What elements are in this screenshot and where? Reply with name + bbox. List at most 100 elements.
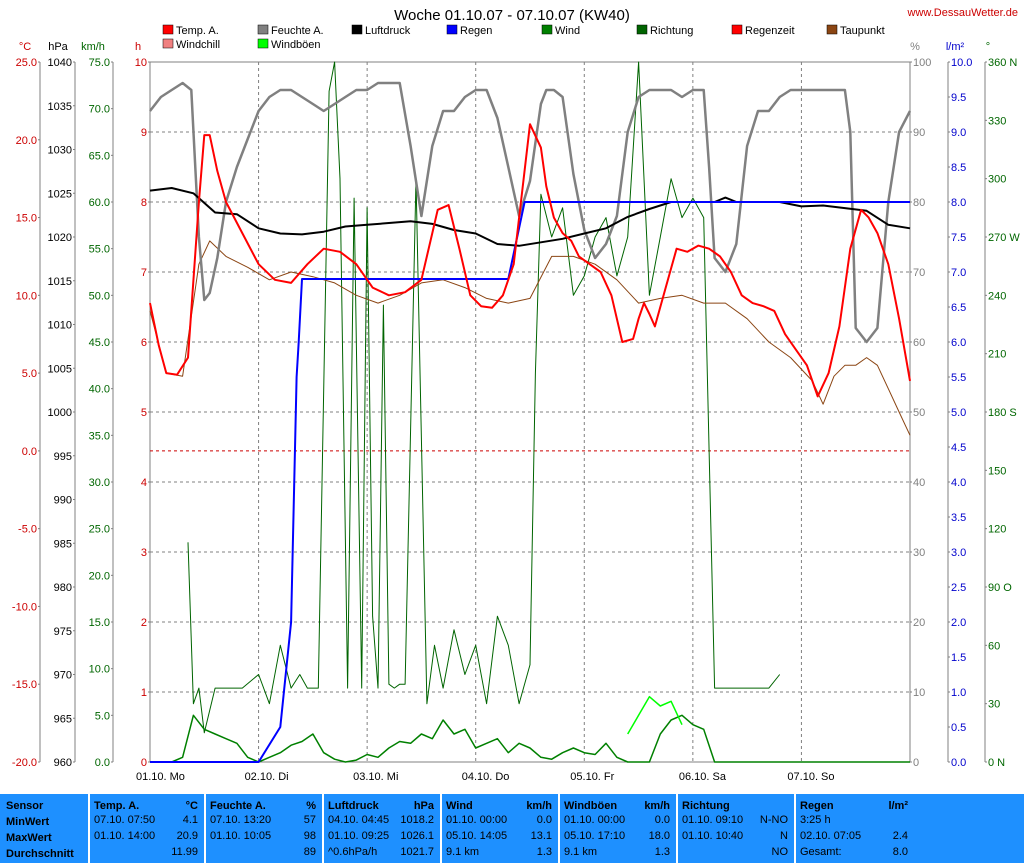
stats-cell-value: 57	[303, 814, 316, 826]
stats-cell-label: 01.10. 00:00	[446, 814, 508, 826]
direction-tick-label: 0 N	[988, 757, 1005, 769]
humidity-tick-label: 90	[913, 127, 925, 139]
stats-cell-value: 1.3	[654, 846, 670, 858]
wind-tick-label: 55.0	[89, 244, 110, 256]
stats-cell-label: 9.1 km	[564, 846, 598, 858]
temp-tick-label: 20.0	[16, 135, 37, 147]
direction-tick-label: 60	[988, 640, 1000, 652]
site-link[interactable]: www.DessauWetter.de	[907, 7, 1018, 19]
legend-label: Wind	[555, 25, 580, 37]
day-label: 04.10. Do	[462, 771, 510, 783]
stats-col: Temp. A. °C 07.10. 07:50 4.1 01.10. 14:00 20.…	[90, 794, 204, 863]
day-label: 06.10. Sa	[679, 771, 727, 783]
stats-cell-value: 0.0	[654, 814, 670, 826]
stats-col: Regen l/m² 3:25 h 02.10. 07:05 2.4 Gesamt: 8.0	[796, 794, 914, 863]
stats-col-title: Windböen	[564, 800, 618, 812]
rain-unit-label: l/m²	[946, 41, 965, 53]
temp-tick-label: 5.0	[22, 368, 37, 380]
stats-cell-label: 07.10. 13:20	[210, 814, 272, 826]
stats-cell-value: 20.9	[176, 830, 198, 842]
series-temp-a-line	[149, 123, 911, 398]
stats-cell-label: 01.10. 10:40	[682, 830, 744, 842]
pressure-tick-label: 1020	[48, 232, 72, 244]
pressure-tick-label: 965	[54, 713, 72, 725]
direction-tick-label: 30	[988, 699, 1000, 711]
rain-tick-label: 9.0	[951, 127, 966, 139]
series-wind-line	[150, 714, 910, 763]
hours-tick-label: 9	[141, 127, 147, 139]
legend-label: Temp. A.	[176, 25, 219, 37]
chart-canvas: Woche 01.10.07 - 07.10.07 (KW40) www.Des…	[12, 7, 1020, 783]
pressure-unit-label: hPa	[48, 41, 68, 53]
temp-tick-label: 10.0	[16, 290, 37, 302]
humidity-tick-label: 60	[913, 337, 925, 349]
stats-separator	[322, 794, 324, 863]
hours-tick-label: 1	[141, 687, 147, 699]
day-label: 03.10. Mi	[353, 771, 398, 783]
hours-unit-label: h	[135, 41, 141, 53]
rain-tick-label: 4.0	[951, 477, 966, 489]
wind-tick-label: 70.0	[89, 104, 110, 116]
stats-cell-label: 07.10. 07:50	[94, 814, 156, 826]
stats-cell-label: 9.1 km	[446, 846, 480, 858]
stats-col: Windböen km/h 01.10. 00:00 0.0 05.10. 17:10 1…	[560, 794, 676, 863]
stats-cell-value: 13.1	[530, 830, 552, 842]
legend-swatch	[826, 24, 838, 35]
pressure-tick-label: 985	[54, 538, 72, 550]
legend-label: Taupunkt	[840, 25, 885, 37]
hours-tick-label: 0	[141, 757, 147, 769]
wind-tick-label: 35.0	[89, 430, 110, 442]
temp-unit-label: °C	[19, 41, 31, 53]
direction-tick-label: 240	[988, 290, 1006, 302]
rain-tick-label: 2.5	[951, 582, 966, 594]
legend-label: Windböen	[271, 39, 321, 51]
stats-col-unit: %	[306, 800, 316, 812]
pressure-tick-label: 1000	[48, 407, 72, 419]
stats-col-unit: km/h	[644, 800, 670, 812]
pressure-tick-label: 975	[54, 626, 72, 638]
pressure-tick-label: 970	[54, 670, 72, 682]
wind-tick-label: 65.0	[89, 150, 110, 162]
stats-col-unit: l/m²	[888, 800, 908, 812]
humidity-tick-label: 100	[913, 57, 931, 69]
direction-tick-label: 330	[988, 115, 1006, 127]
rain-tick-label: 8.0	[951, 197, 966, 209]
stats-col-title: Feuchte A.	[210, 800, 266, 812]
humidity-tick-label: 40	[913, 477, 925, 489]
rain-tick-label: 3.5	[951, 512, 966, 524]
rain-tick-label: 3.0	[951, 547, 966, 559]
wind-tick-label: 25.0	[89, 524, 110, 536]
stats-cell-label: Gesamt:	[800, 846, 842, 858]
legend-swatch	[446, 24, 458, 35]
series-richtung-line	[187, 61, 781, 734]
pressure-tick-label: 1030	[48, 145, 72, 157]
rain-tick-label: 8.5	[951, 162, 966, 174]
series	[149, 61, 912, 763]
stats-cell-label: 01.10. 10:05	[210, 830, 272, 842]
stats-cell-value: 18.0	[648, 830, 670, 842]
humidity-tick-label: 10	[913, 687, 925, 699]
humidity-tick-label: 20	[913, 617, 925, 629]
stats-col-title: Wind	[446, 800, 473, 812]
humidity-unit-label: %	[910, 41, 920, 53]
hours-tick-label: 3	[141, 547, 147, 559]
legend-swatch	[257, 38, 269, 49]
rain-tick-label: 0.0	[951, 757, 966, 769]
hours-tick-label: 2	[141, 617, 147, 629]
direction-tick-label: 300	[988, 174, 1006, 186]
pressure-tick-label: 1015	[48, 276, 72, 288]
stats-col: Wind km/h 01.10. 00:00 0.0 05.10. 14:05 13.1 9…	[442, 794, 558, 863]
stats-cell-label: 02.10. 07:05	[800, 830, 862, 842]
stats-cell-value: 11.99	[171, 846, 198, 858]
stats-col-unit: km/h	[526, 800, 552, 812]
stats-cell-value: 0.0	[536, 814, 552, 826]
stats-separator	[558, 794, 560, 863]
wind-tick-label: 75.0	[89, 57, 110, 69]
pressure-tick-label: 1035	[48, 101, 72, 113]
stats-cell-value: 1.3	[536, 846, 552, 858]
stats-cell-label: 05.10. 14:05	[446, 830, 508, 842]
stats-cell-label: ^0.6hPa/h	[328, 846, 378, 858]
wind-tick-label: 30.0	[89, 477, 110, 489]
wind-tick-label: 20.0	[89, 570, 110, 582]
